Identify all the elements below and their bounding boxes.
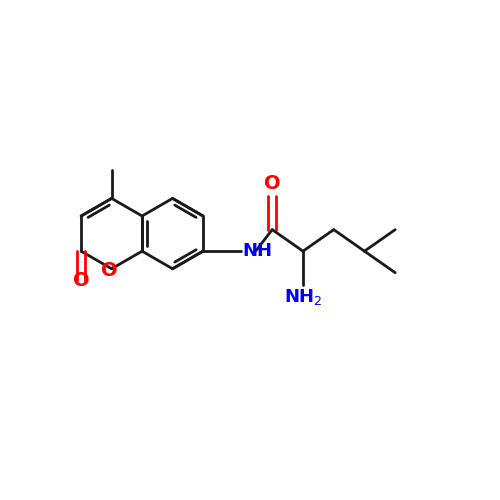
Text: NH$_2$: NH$_2$ (284, 288, 322, 308)
Text: O: O (73, 271, 90, 290)
Text: NH: NH (242, 242, 272, 260)
Text: O: O (101, 260, 117, 280)
Text: O: O (264, 174, 280, 193)
